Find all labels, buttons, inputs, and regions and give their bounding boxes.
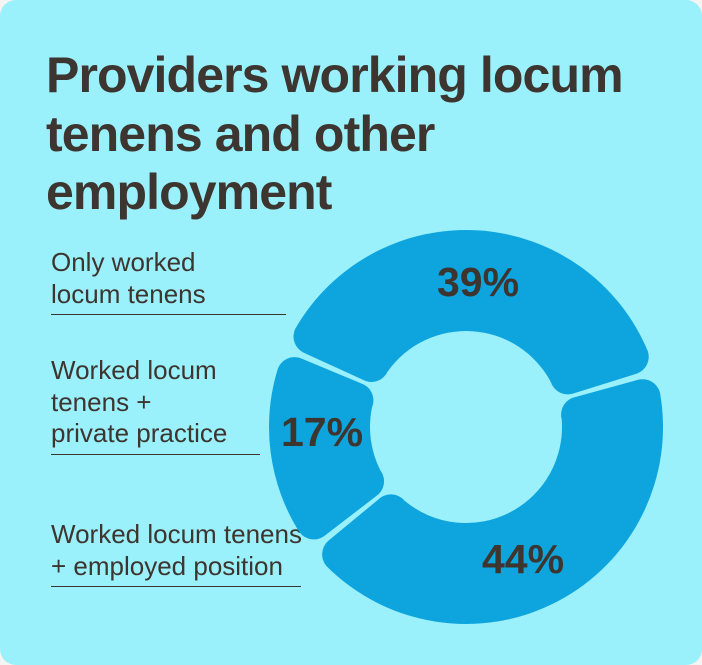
svg-text:17%: 17% — [281, 409, 363, 455]
svg-text:39%: 39% — [437, 259, 519, 305]
svg-text:44%: 44% — [482, 536, 564, 582]
